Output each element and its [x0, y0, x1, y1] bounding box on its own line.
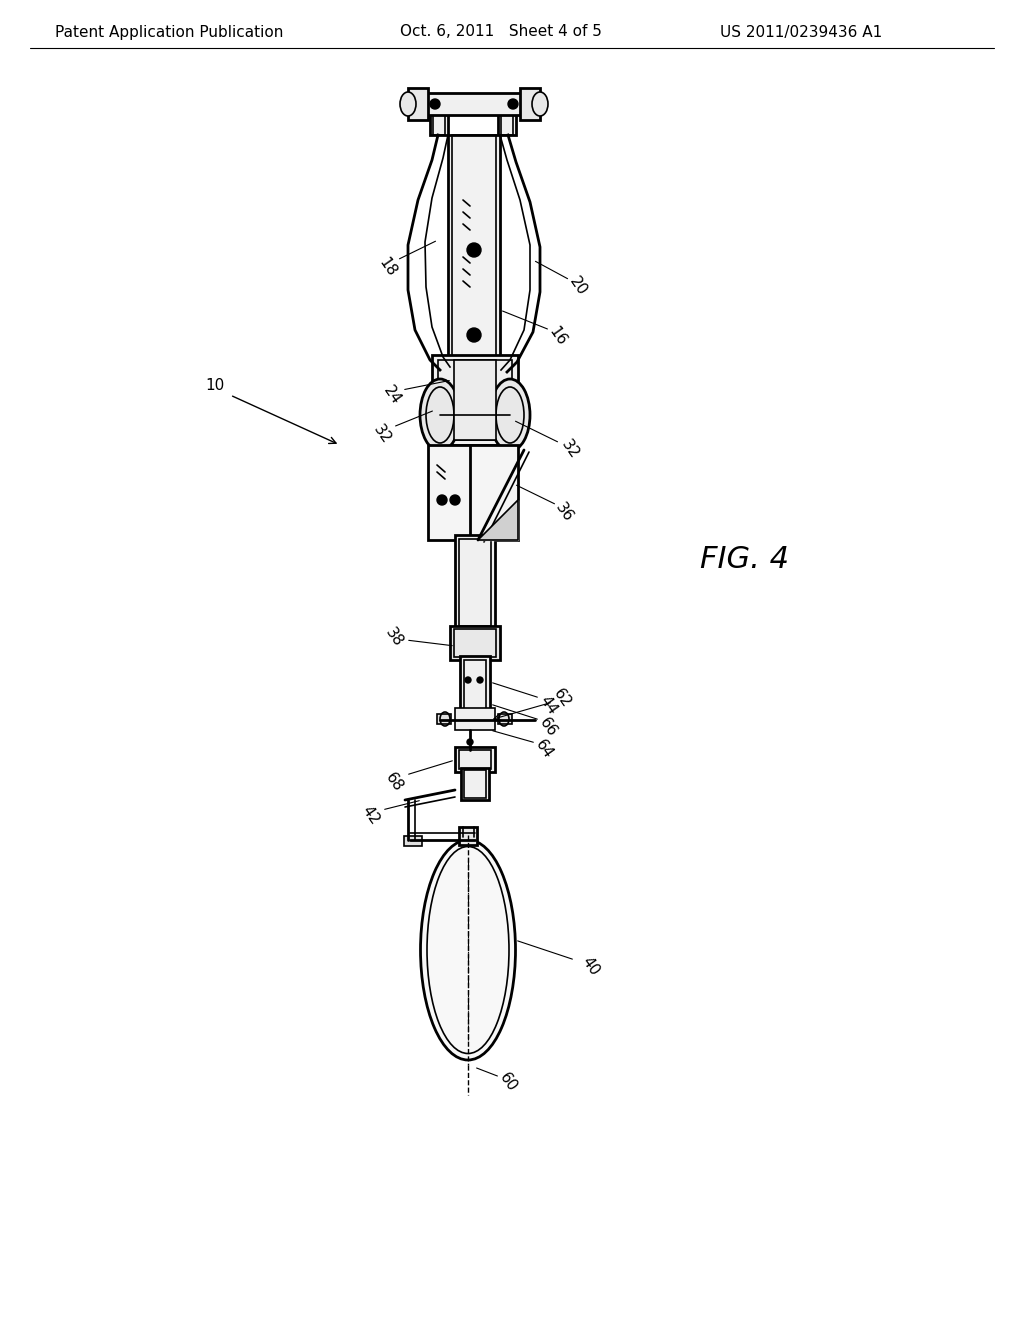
Text: 20: 20	[566, 273, 590, 298]
Text: Patent Application Publication: Patent Application Publication	[55, 25, 284, 40]
Text: FIG. 4: FIG. 4	[700, 545, 790, 574]
Circle shape	[465, 677, 471, 682]
Bar	[459, 750, 490, 770]
Polygon shape	[478, 500, 518, 540]
Circle shape	[450, 495, 460, 506]
Bar	[437, 714, 451, 723]
Bar	[460, 656, 490, 719]
Bar	[464, 770, 486, 799]
Text: 66: 66	[537, 714, 560, 739]
Text: 36: 36	[552, 500, 575, 524]
Circle shape	[477, 677, 483, 682]
Bar	[455, 747, 495, 772]
Bar	[430, 95, 449, 135]
Text: 62: 62	[550, 686, 573, 710]
Text: 10: 10	[206, 378, 224, 392]
Text: 16: 16	[546, 323, 569, 348]
Text: 64: 64	[532, 737, 556, 762]
Bar	[520, 88, 540, 120]
Text: 38: 38	[382, 624, 406, 649]
Bar	[432, 355, 518, 445]
Circle shape	[508, 99, 518, 110]
Bar	[455, 535, 495, 630]
Text: Oct. 6, 2011   Sheet 4 of 5: Oct. 6, 2011 Sheet 4 of 5	[400, 25, 602, 40]
Bar	[498, 714, 512, 723]
Circle shape	[467, 327, 481, 342]
Bar	[454, 630, 496, 657]
Bar	[498, 95, 516, 135]
Bar	[408, 88, 428, 120]
Bar	[428, 445, 478, 540]
Bar	[404, 836, 422, 846]
Ellipse shape	[421, 840, 515, 1060]
Bar	[438, 360, 512, 440]
Text: 40: 40	[579, 954, 602, 978]
Text: 24: 24	[380, 383, 403, 407]
Bar	[459, 539, 490, 626]
Text: 18: 18	[377, 255, 399, 280]
Text: 44: 44	[537, 693, 560, 717]
Bar	[461, 768, 489, 800]
Bar	[470, 445, 518, 540]
Bar	[455, 708, 495, 730]
Text: US 2011/0239436 A1: US 2011/0239436 A1	[720, 25, 883, 40]
Text: 60: 60	[497, 1069, 520, 1094]
Circle shape	[430, 99, 440, 110]
Circle shape	[437, 495, 447, 506]
Text: 42: 42	[358, 803, 382, 828]
Bar	[450, 626, 500, 660]
Bar	[464, 660, 486, 715]
Text: 32: 32	[371, 422, 393, 446]
Bar	[459, 828, 477, 845]
Bar	[433, 95, 445, 135]
Circle shape	[467, 739, 473, 744]
Ellipse shape	[420, 379, 460, 451]
Circle shape	[467, 243, 481, 257]
Bar	[454, 360, 496, 440]
Bar	[452, 135, 496, 360]
Bar	[501, 95, 513, 135]
Bar	[420, 92, 530, 115]
Ellipse shape	[490, 379, 530, 451]
Bar	[449, 135, 500, 360]
Text: 68: 68	[382, 770, 406, 795]
Text: 32: 32	[558, 437, 582, 461]
Ellipse shape	[400, 92, 416, 116]
Ellipse shape	[532, 92, 548, 116]
